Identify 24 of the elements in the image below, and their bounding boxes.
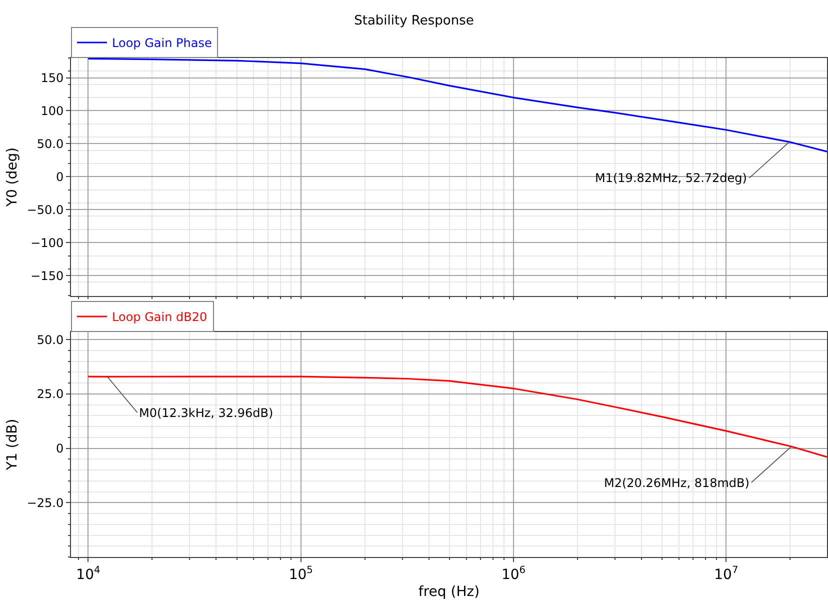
annotation: M2(20.26MHz, 818mdB) bbox=[604, 476, 750, 490]
annotation: M1(19.82MHz, 52.72deg) bbox=[595, 171, 747, 185]
y-axis-title: Y0 (deg) bbox=[4, 147, 20, 208]
y-tick-label: −100 bbox=[30, 236, 64, 250]
y-tick-label: 0 bbox=[56, 442, 64, 456]
y-tick-label: −50.0 bbox=[26, 202, 64, 217]
y-tick-label: −150 bbox=[30, 268, 64, 283]
y-axis-title: Y1 (dB) bbox=[4, 418, 20, 472]
legend-label: Loop Gain Phase bbox=[112, 36, 212, 50]
x-tick-label: 10$^{7}$ bbox=[714, 564, 738, 583]
x-axis-title: freq (Hz) bbox=[418, 584, 480, 600]
legend-label: Loop Gain dB20 bbox=[112, 310, 208, 324]
y-tick-label: 150 bbox=[40, 70, 64, 85]
x-tick-label: 10$^{6}$ bbox=[501, 564, 526, 583]
y-tick-label: 100 bbox=[40, 104, 64, 118]
y-tick-label: −25.0 bbox=[26, 496, 64, 510]
x-tick-label: 10$^{4}$ bbox=[76, 564, 100, 583]
chart-title: Stability Response bbox=[354, 14, 474, 29]
y-tick-label: 50.0 bbox=[36, 332, 64, 347]
y-tick-label: 25.0 bbox=[36, 387, 64, 402]
x-tick-label: 10$^{5}$ bbox=[288, 564, 313, 583]
y-tick-label: 0 bbox=[56, 170, 64, 184]
y-tick-label: 50.0 bbox=[36, 136, 64, 151]
annotation: M0(12.3kHz, 32.96dB) bbox=[139, 406, 274, 420]
